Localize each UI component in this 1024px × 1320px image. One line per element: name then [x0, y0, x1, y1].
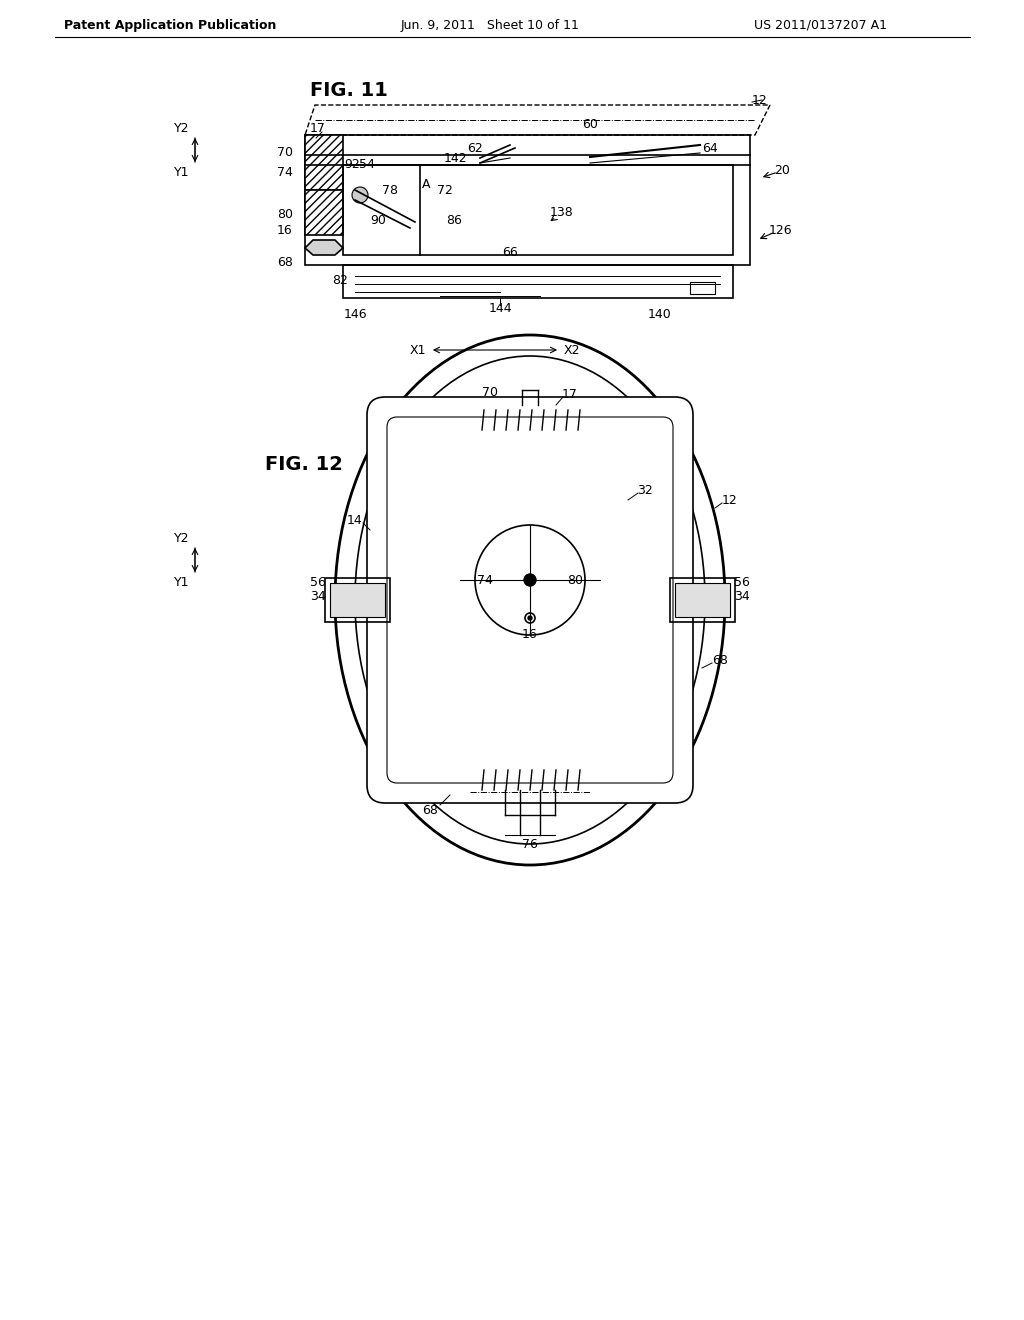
Text: 90: 90 — [370, 214, 386, 227]
Text: Y1: Y1 — [174, 576, 189, 589]
Text: 34: 34 — [734, 590, 750, 602]
Text: 54: 54 — [359, 158, 375, 172]
Circle shape — [528, 616, 532, 620]
Text: Y2: Y2 — [174, 532, 189, 544]
Text: 146: 146 — [343, 309, 367, 322]
Bar — [690, 282, 715, 294]
Bar — [675, 583, 730, 616]
FancyBboxPatch shape — [367, 397, 693, 803]
Text: 144: 144 — [488, 301, 512, 314]
Bar — [325, 578, 390, 622]
Text: FIG. 11: FIG. 11 — [310, 81, 388, 99]
Text: 74: 74 — [278, 165, 293, 178]
Bar — [305, 135, 750, 265]
Text: 80: 80 — [567, 573, 583, 586]
Text: 56: 56 — [734, 576, 750, 589]
Text: 82: 82 — [332, 273, 348, 286]
Text: Jun. 9, 2011   Sheet 10 of 11: Jun. 9, 2011 Sheet 10 of 11 — [400, 18, 580, 32]
Text: 20: 20 — [774, 164, 790, 177]
Text: 76: 76 — [522, 838, 538, 851]
Text: 68: 68 — [712, 653, 728, 667]
Circle shape — [524, 574, 536, 586]
Text: 72: 72 — [437, 183, 453, 197]
Bar — [305, 135, 343, 190]
Text: 34: 34 — [310, 590, 326, 602]
Text: 68: 68 — [422, 804, 438, 817]
Bar — [305, 190, 343, 235]
Text: 86: 86 — [446, 214, 462, 227]
Text: 17: 17 — [562, 388, 578, 400]
Text: 12: 12 — [722, 494, 738, 507]
Text: Y1: Y1 — [174, 165, 189, 178]
Polygon shape — [305, 240, 343, 255]
Bar — [330, 583, 385, 616]
Text: 66: 66 — [502, 246, 518, 259]
Text: 14: 14 — [347, 513, 362, 527]
Bar — [670, 578, 735, 622]
Text: 92: 92 — [344, 158, 359, 172]
Text: 12: 12 — [752, 94, 768, 107]
Bar — [343, 265, 733, 298]
Text: 17: 17 — [310, 121, 326, 135]
Text: 126: 126 — [768, 223, 792, 236]
Bar — [343, 165, 733, 255]
Text: X2: X2 — [564, 343, 581, 356]
Text: X1: X1 — [410, 343, 426, 356]
Text: 64: 64 — [702, 141, 718, 154]
Text: 74: 74 — [477, 573, 493, 586]
Text: 142: 142 — [443, 152, 467, 165]
Text: US 2011/0137207 A1: US 2011/0137207 A1 — [754, 18, 887, 32]
Text: 70: 70 — [278, 145, 293, 158]
Text: A: A — [422, 178, 430, 191]
Text: 78: 78 — [382, 183, 398, 197]
Text: 16: 16 — [278, 223, 293, 236]
Text: 80: 80 — [278, 209, 293, 222]
Text: 16: 16 — [522, 628, 538, 642]
Text: FIG. 12: FIG. 12 — [265, 455, 343, 474]
Text: 60: 60 — [582, 119, 598, 132]
Text: 70: 70 — [482, 385, 498, 399]
Text: 62: 62 — [467, 141, 483, 154]
Text: 56: 56 — [310, 576, 326, 589]
Text: Patent Application Publication: Patent Application Publication — [63, 18, 276, 32]
Text: 32: 32 — [637, 483, 653, 496]
Circle shape — [352, 187, 368, 203]
Text: Y2: Y2 — [174, 121, 189, 135]
Text: 138: 138 — [550, 206, 573, 219]
Text: 140: 140 — [648, 309, 672, 322]
Text: 68: 68 — [278, 256, 293, 268]
